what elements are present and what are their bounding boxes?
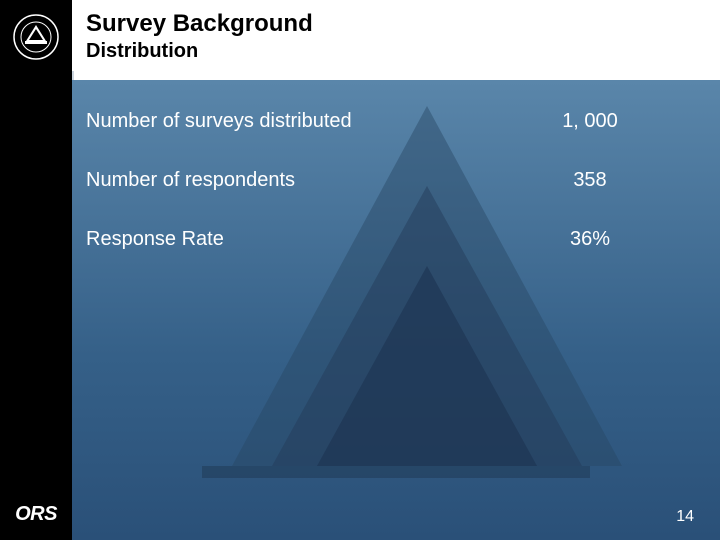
row-value: 358 — [500, 169, 680, 192]
watermark-base — [202, 466, 590, 478]
slide-subtitle: Distribution — [86, 40, 706, 63]
ors-logo: ORS — [15, 503, 57, 526]
content-table: Number of surveys distributed 1, 000 Num… — [72, 80, 720, 251]
row-label: Response Rate — [86, 228, 500, 251]
table-row: Response Rate 36% — [86, 228, 680, 251]
row-label: Number of respondents — [86, 169, 500, 192]
body: Number of surveys distributed 1, 000 Num… — [72, 80, 720, 540]
sidebar: ORS — [0, 0, 72, 540]
row-value: 1, 000 — [500, 110, 680, 133]
slide-title: Survey Background — [86, 10, 706, 38]
page-number: 14 — [676, 508, 694, 526]
row-label: Number of surveys distributed — [86, 110, 500, 133]
table-row: Number of respondents 358 — [86, 169, 680, 192]
nih-logo-icon — [13, 14, 59, 65]
row-value: 36% — [500, 228, 680, 251]
header: Survey Background Distribution — [72, 0, 720, 71]
slide: ORS Survey Background Distribution Numbe… — [0, 0, 720, 540]
main-area: Survey Background Distribution Number of… — [72, 0, 720, 540]
watermark-triangle-front — [317, 266, 537, 466]
table-row: Number of surveys distributed 1, 000 — [86, 110, 680, 133]
